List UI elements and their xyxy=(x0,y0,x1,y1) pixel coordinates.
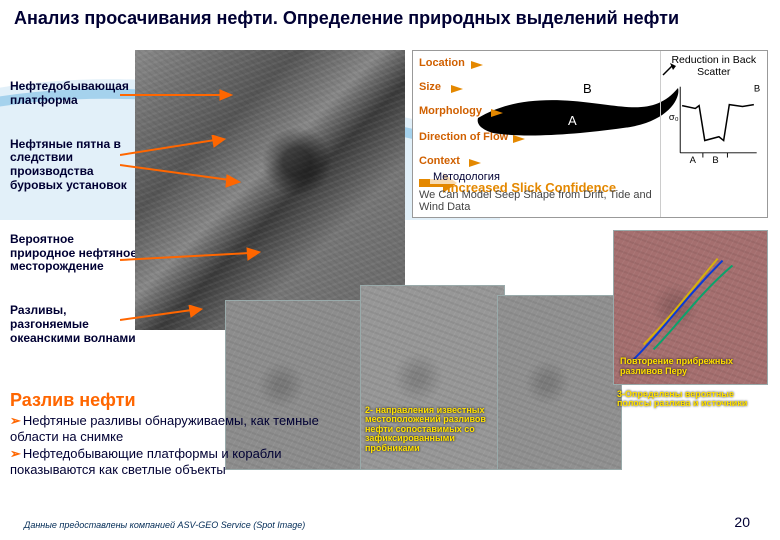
backscatter-plot: σ₀ A B B xyxy=(667,82,761,167)
arrow-platform xyxy=(120,85,240,105)
spill-line-1: Нефтяные разливы обнаруживаемы, как темн… xyxy=(10,413,319,444)
methodology-label: Методология xyxy=(430,170,503,184)
spill-line-2: Нефтедобывающие платформы и корабли пока… xyxy=(10,446,282,477)
spill-block: Разлив нефти ➢Нефтяные разливы обнаружив… xyxy=(10,390,340,478)
diagram-panel: Location Size Morphology Direction of Fl… xyxy=(412,50,768,218)
backscatter-title: Reduction in Back Scatter xyxy=(667,55,761,78)
inset-image-3 xyxy=(497,295,622,470)
page-number: 20 xyxy=(728,512,756,532)
diagram-subtitle: We Can Model Seep Shape from Drift, Tide… xyxy=(419,189,654,213)
diagram-right: Reduction in Back Scatter σ₀ A B B xyxy=(660,51,767,217)
svg-text:σ₀: σ₀ xyxy=(668,112,678,123)
page-title: Анализ просачивания нефти. Определение п… xyxy=(14,8,768,29)
bullet-icon: ➢ xyxy=(10,413,21,428)
inset-caption-1: Повторение прибрежных разливов Перу xyxy=(620,357,761,376)
diagram-point-b: B xyxy=(583,81,592,96)
diagram-left: Location Size Morphology Direction of Fl… xyxy=(413,51,660,217)
plot-label-b: B xyxy=(712,155,718,166)
diagram-point-a: A xyxy=(568,113,577,128)
data-credit: Данные предоставлены компанией ASV-GEO S… xyxy=(24,520,305,530)
inset-caption-3: 3-Определены вероятные полосы разлива и … xyxy=(617,390,767,409)
arrow-rig-2 xyxy=(120,155,250,195)
inset-image-4: Повторение прибрежных разливов Перу xyxy=(613,230,768,385)
kw-location: Location xyxy=(419,57,465,69)
kw-context: Context xyxy=(419,155,460,167)
plot-label-a: A xyxy=(689,155,696,166)
plot-label-b2: B xyxy=(753,84,759,95)
inset-caption-2: 2- направления известных местоположений … xyxy=(365,406,500,453)
bullet-icon: ➢ xyxy=(10,446,21,461)
inset-image-2: 2- направления известных местоположений … xyxy=(360,285,505,470)
spill-body: ➢Нефтяные разливы обнаруживаемы, как тем… xyxy=(10,413,340,478)
kw-size: Size xyxy=(419,81,441,93)
arrow-waves xyxy=(120,305,210,335)
spill-title: Разлив нефти xyxy=(10,390,340,411)
